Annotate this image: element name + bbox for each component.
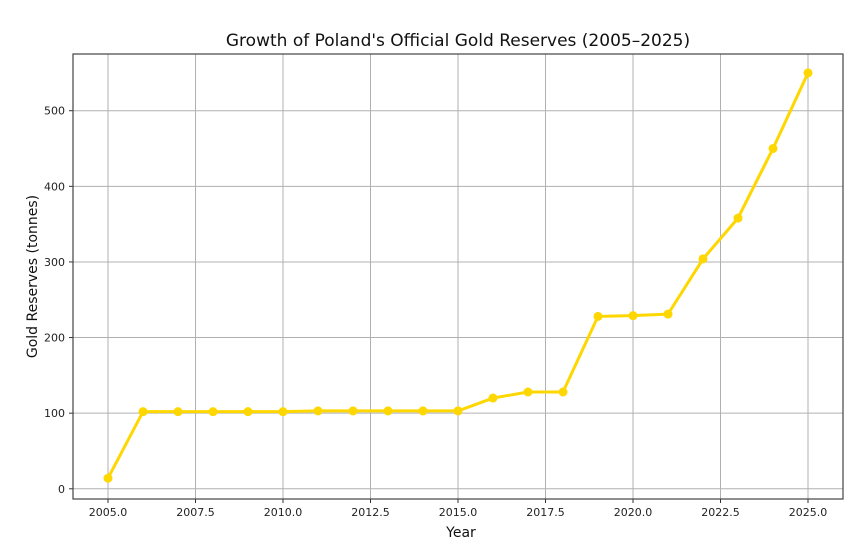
data-point bbox=[628, 311, 638, 321]
y-tick-label: 100 bbox=[44, 407, 65, 420]
data-point bbox=[558, 387, 568, 397]
y-tick-label: 300 bbox=[44, 256, 65, 269]
x-tick-label: 2010.0 bbox=[264, 506, 303, 519]
x-tick-label: 2005.0 bbox=[89, 506, 128, 519]
y-tick-label: 400 bbox=[44, 180, 65, 193]
data-point bbox=[383, 406, 393, 416]
x-axis-label: Year bbox=[445, 525, 476, 541]
data-point bbox=[663, 309, 673, 319]
y-tick-label: 500 bbox=[44, 105, 65, 118]
chart-title: Growth of Poland's Official Gold Reserve… bbox=[226, 31, 690, 51]
data-point bbox=[593, 311, 603, 321]
data-point bbox=[523, 387, 533, 397]
x-tick-label: 2020.0 bbox=[614, 506, 653, 519]
data-point bbox=[733, 213, 743, 223]
data-point bbox=[698, 254, 708, 264]
plot-frame bbox=[72, 53, 844, 500]
x-tick-label: 2007.5 bbox=[176, 506, 215, 519]
data-point bbox=[243, 407, 253, 417]
data-point bbox=[418, 406, 428, 416]
y-axis-label: Gold Reserves (tonnes) bbox=[25, 195, 41, 358]
data-point bbox=[768, 144, 778, 154]
data-point bbox=[278, 407, 288, 417]
data-point bbox=[488, 393, 498, 403]
data-point bbox=[208, 407, 218, 417]
y-tick-label: 0 bbox=[58, 483, 65, 496]
x-tick-label: 2025.0 bbox=[789, 506, 828, 519]
y-tick-label: 200 bbox=[44, 332, 65, 345]
x-tick-label: 2017.5 bbox=[526, 506, 565, 519]
data-point bbox=[103, 473, 113, 483]
data-point bbox=[173, 407, 183, 417]
data-point bbox=[803, 68, 813, 78]
data-point bbox=[138, 407, 148, 417]
data-point bbox=[453, 406, 463, 416]
x-tick-label: 2012.5 bbox=[351, 506, 390, 519]
data-point bbox=[348, 406, 358, 416]
x-tick-label: 2022.5 bbox=[701, 506, 740, 519]
data-point bbox=[313, 406, 323, 416]
x-tick-label: 2015.0 bbox=[439, 506, 478, 519]
